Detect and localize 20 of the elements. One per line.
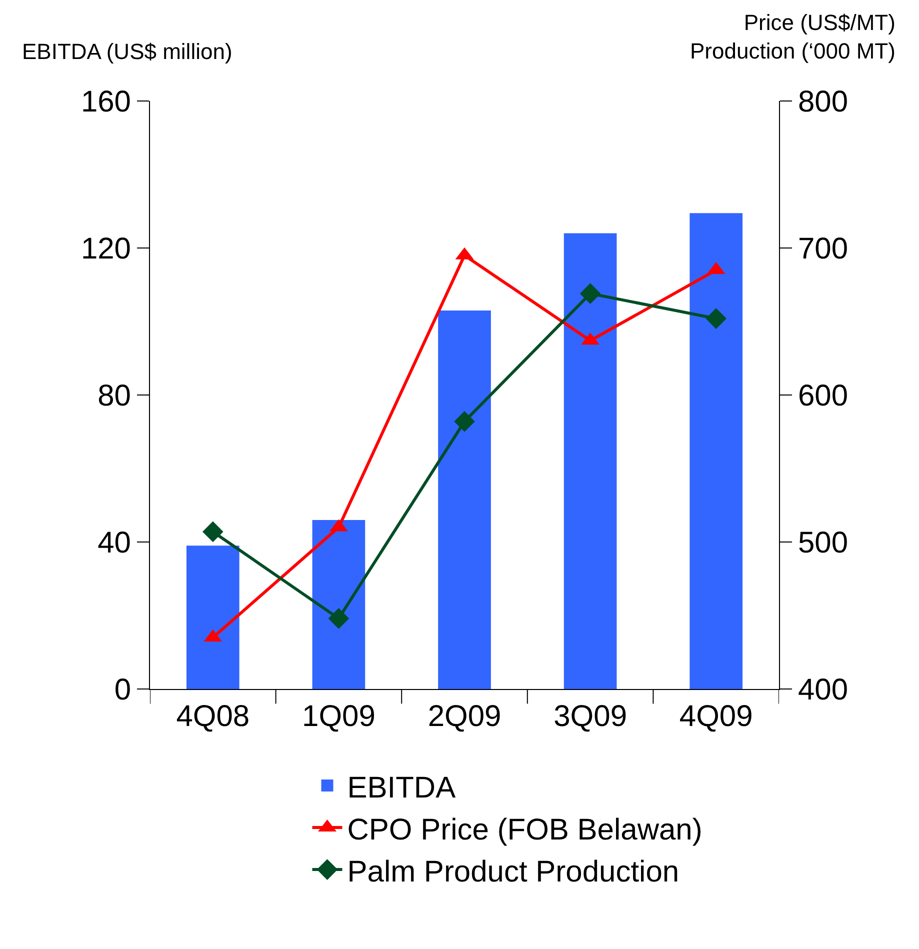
legend-label: Palm Product Production — [347, 855, 680, 888]
y2-tick-label: 700 — [798, 232, 848, 266]
y2-tick-label: 500 — [798, 526, 848, 560]
y-tick-label: 160 — [80, 86, 131, 118]
y2-axis-title: Price (US$/MT) Production (‘000 MT) — [690, 10, 896, 64]
y-tick-label: 40 — [98, 526, 131, 560]
x-tick-label: 4Q08 — [176, 700, 250, 733]
y-tick-label: 120 — [80, 232, 131, 266]
x-tick-label: 4Q09 — [679, 700, 753, 733]
x-tick-label: 1Q09 — [302, 700, 376, 733]
y2-tick-label: 800 — [798, 86, 848, 118]
y-tick-label: 0 — [114, 674, 131, 706]
y-tick-label: 80 — [98, 380, 131, 412]
y2-tick-label: 600 — [798, 380, 848, 412]
x-tick-label: 3Q09 — [554, 700, 627, 733]
legend-label: EBITDA — [347, 771, 456, 804]
x-tick-label: 2Q09 — [428, 700, 502, 733]
legend-label: CPO Price (FOB Belawan) — [347, 813, 702, 846]
y-axis-title: EBITDA (US$ million) — [22, 39, 232, 64]
y2-tick-label: 400 — [798, 674, 848, 706]
